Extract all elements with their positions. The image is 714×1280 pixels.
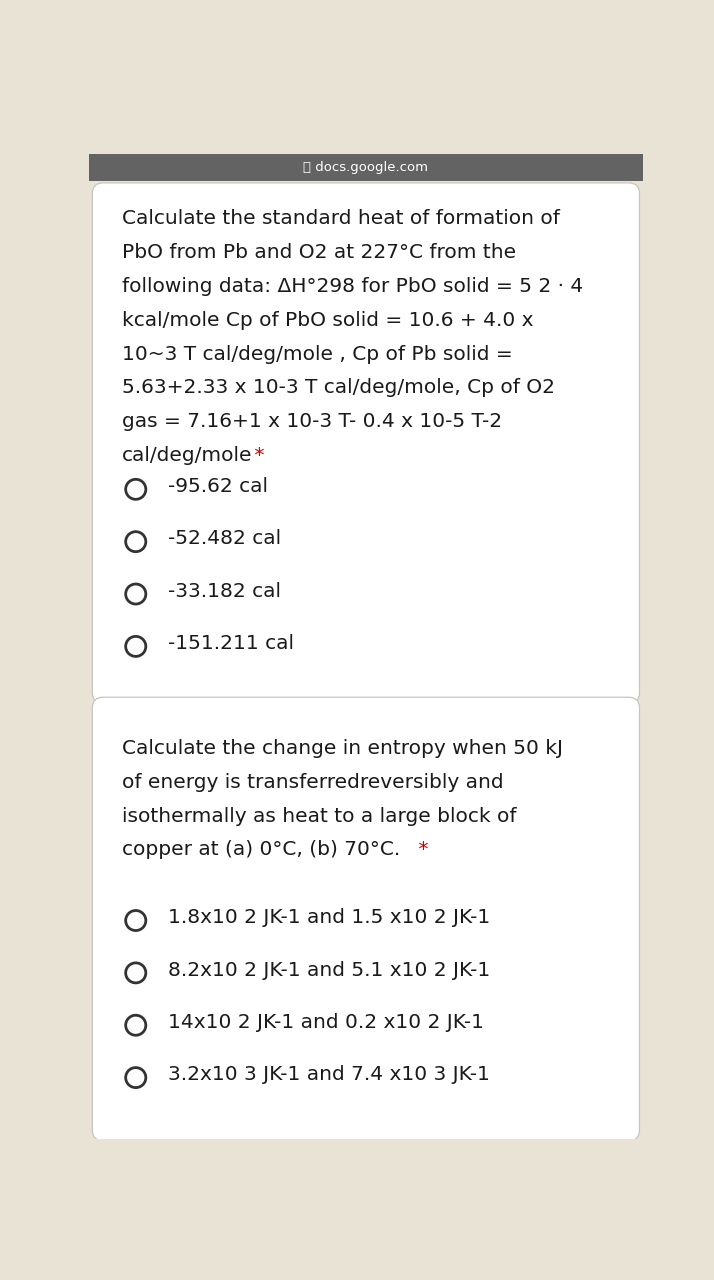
Text: 3.2x10 3 JK-1 and 7.4 x10 3 JK-1: 3.2x10 3 JK-1 and 7.4 x10 3 JK-1 [169, 1065, 491, 1084]
FancyBboxPatch shape [92, 698, 640, 1140]
Text: kcal/mole Cp of PbO solid = 10.6 + 4.0 x: kcal/mole Cp of PbO solid = 10.6 + 4.0 x [122, 311, 533, 330]
Text: cal/deg/mole: cal/deg/mole [122, 447, 252, 465]
Text: -33.182 cal: -33.182 cal [169, 581, 281, 600]
Text: 10~3 T cal/deg/mole , Cp of Pb solid =: 10~3 T cal/deg/mole , Cp of Pb solid = [122, 344, 513, 364]
Text: isothermally as heat to a large block of: isothermally as heat to a large block of [122, 806, 516, 826]
Text: 8.2x10 2 JK-1 and 5.1 x10 2 JK-1: 8.2x10 2 JK-1 and 5.1 x10 2 JK-1 [169, 960, 491, 979]
Text: Calculate the change in entropy when 50 kJ: Calculate the change in entropy when 50 … [122, 739, 563, 758]
Text: following data: ΔH°298 for PbO solid = 5 2 · 4: following data: ΔH°298 for PbO solid = 5… [122, 276, 583, 296]
Text: gas = 7.16+1 x 10-3 T- 0.4 x 10-5 T-2: gas = 7.16+1 x 10-3 T- 0.4 x 10-5 T-2 [122, 412, 502, 431]
Text: 🔒 docs.google.com: 🔒 docs.google.com [303, 161, 428, 174]
Text: -52.482 cal: -52.482 cal [169, 530, 281, 548]
Text: -151.211 cal: -151.211 cal [169, 634, 294, 653]
Text: 5.63+2.33 x 10-3 T cal/deg/mole, Cp of O2: 5.63+2.33 x 10-3 T cal/deg/mole, Cp of O… [122, 379, 555, 397]
FancyBboxPatch shape [92, 183, 640, 704]
Text: -95.62 cal: -95.62 cal [169, 477, 268, 495]
Bar [89, 154, 643, 182]
Text: 14x10 2 JK-1 and 0.2 x10 2 JK-1: 14x10 2 JK-1 and 0.2 x10 2 JK-1 [169, 1012, 484, 1032]
Text: of energy is transferredreversibly and: of energy is transferredreversibly and [122, 773, 503, 791]
Text: copper at (a) 0°C, (b) 70°C.: copper at (a) 0°C, (b) 70°C. [122, 841, 400, 859]
Text: PbO from Pb and O2 at 227°C from the: PbO from Pb and O2 at 227°C from the [122, 243, 516, 262]
Text: *: * [413, 841, 429, 859]
Text: Calculate the standard heat of formation of: Calculate the standard heat of formation… [122, 209, 560, 228]
Text: *: * [248, 447, 265, 465]
Text: 1.8x10 2 JK-1 and 1.5 x10 2 JK-1: 1.8x10 2 JK-1 and 1.5 x10 2 JK-1 [169, 909, 491, 927]
